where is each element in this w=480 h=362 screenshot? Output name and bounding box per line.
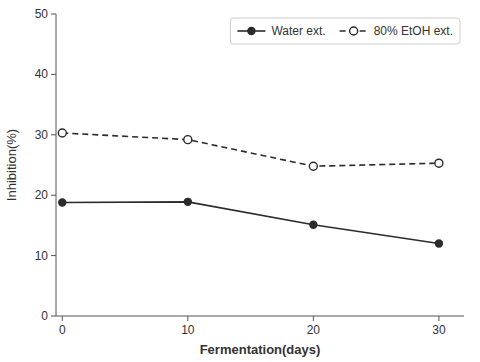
y-tick-label: 40 [35, 67, 49, 81]
x-tick [187, 316, 188, 321]
y-ticks: 0 10 20 30 40 50 [35, 7, 56, 323]
x-tick [62, 316, 63, 321]
point [184, 136, 192, 144]
point [310, 221, 317, 228]
y-axis-line [56, 14, 57, 316]
y-tick [51, 255, 56, 256]
y-tick [51, 14, 56, 15]
legend-box [230, 18, 460, 44]
point [58, 129, 66, 137]
x-axis-label: Fermentation(days) [200, 342, 321, 357]
x-tick-label: 20 [307, 323, 321, 337]
y-tick-label: 50 [35, 7, 49, 21]
series [59, 198, 443, 247]
x-tick [438, 316, 439, 321]
y-tick-label: 0 [41, 309, 48, 323]
y-tick-label: 30 [35, 128, 49, 142]
legend-label: Water ext. [271, 24, 325, 38]
legend-item: Water ext. [237, 24, 325, 38]
point [184, 198, 191, 205]
legend: Water ext. 80% EtOH ext. [230, 18, 460, 44]
x-ticks: 0 10 20 30 [59, 316, 446, 337]
x-tick-label: 10 [181, 323, 195, 337]
series-line [62, 133, 439, 166]
point [309, 162, 317, 170]
legend-item: 80% EtOH ext. [340, 24, 453, 38]
point [59, 199, 66, 206]
legend-marker [248, 28, 255, 35]
x-tick-label: 30 [432, 323, 446, 337]
background [0, 0, 480, 362]
x-axis-line [56, 316, 464, 317]
y-tick [51, 316, 56, 317]
y-tick-label: 10 [35, 249, 49, 263]
x-tick [313, 316, 314, 321]
y-tick-label: 20 [35, 188, 49, 202]
point [435, 159, 443, 167]
x-tick-label: 0 [59, 323, 66, 337]
series [58, 129, 443, 170]
legend-label: 80% EtOH ext. [374, 24, 453, 38]
legend-marker [350, 27, 358, 35]
y-tick [51, 74, 56, 75]
point [435, 240, 442, 247]
y-tick [51, 134, 56, 135]
chart: 0 10 20 30 0 10 20 30 40 50 Fermentation(days) Inhi… [0, 0, 480, 362]
y-tick [51, 195, 56, 196]
y-axis-label: Inhibition(%) [4, 129, 19, 201]
series-line [62, 202, 439, 244]
plot-area [58, 129, 443, 247]
